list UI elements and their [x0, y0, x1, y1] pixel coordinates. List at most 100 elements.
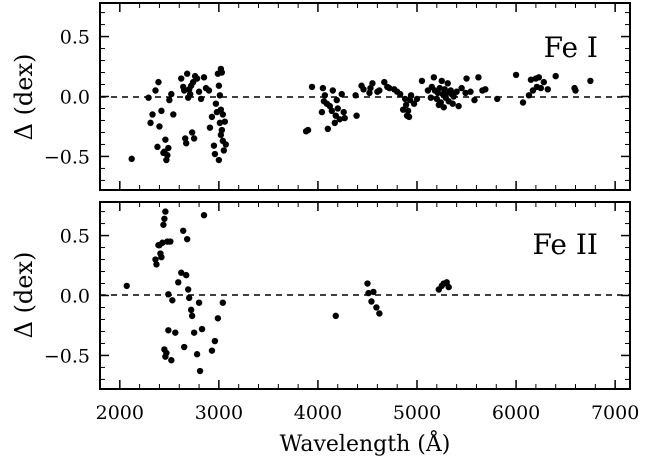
- panel-fe-i: Fe I Δ (dex) 0.5 0.0 −0.5: [10, 2, 631, 191]
- data-point: [205, 87, 213, 94]
- data-point: [211, 337, 219, 345]
- data-point: [399, 106, 407, 113]
- data-point: [149, 111, 156, 118]
- data-point: [365, 289, 372, 297]
- data-point: [376, 87, 383, 94]
- data-point: [437, 99, 444, 106]
- y-tick-label: −0.5: [44, 345, 90, 367]
- data-point: [123, 282, 130, 290]
- data-point: [540, 78, 548, 86]
- data-point: [160, 221, 167, 228]
- data-point: [178, 269, 185, 276]
- data-point: [182, 271, 190, 279]
- data-point: [445, 283, 452, 291]
- data-point: [537, 84, 545, 92]
- data-point: [449, 100, 456, 107]
- data-point: [438, 77, 445, 85]
- data-point: [215, 156, 223, 164]
- data-point: [166, 96, 173, 104]
- data-point: [153, 261, 160, 268]
- ticks: 0.5 0.0 −0.5: [44, 3, 630, 190]
- data-point: [222, 141, 230, 148]
- panel-label: Fe II: [533, 228, 599, 261]
- data-point: [333, 96, 340, 104]
- data-point: [341, 114, 348, 122]
- data-point: [128, 155, 135, 163]
- data-point: [324, 125, 332, 133]
- data-point: [340, 108, 347, 116]
- data-point: [368, 298, 375, 305]
- data-point: [186, 90, 194, 98]
- data-point: [418, 77, 426, 85]
- data-point: [154, 143, 161, 151]
- data-point: [159, 239, 166, 246]
- x-tick-label: 7000: [591, 402, 639, 424]
- data-point: [163, 349, 170, 357]
- data-point: [367, 84, 374, 92]
- data-point: [183, 70, 191, 77]
- data-point: [221, 118, 229, 125]
- data-point: [218, 69, 226, 76]
- data-point: [413, 95, 421, 103]
- data-point: [332, 312, 339, 320]
- data-point: [334, 105, 341, 112]
- data-point: [366, 89, 373, 97]
- data-points: [128, 65, 594, 164]
- data-point: [185, 294, 193, 302]
- data-point: [430, 74, 438, 81]
- ticks: 0.5 0.0 −0.5 2000 3000 4000 5000 6000 7000: [44, 202, 639, 424]
- data-point: [386, 84, 393, 92]
- data-point: [482, 86, 489, 93]
- data-point: [152, 87, 159, 94]
- data-point: [401, 95, 409, 103]
- data-point: [208, 113, 216, 121]
- data-point: [544, 86, 551, 93]
- data-point: [436, 84, 443, 92]
- data-point: [475, 74, 482, 81]
- data-point: [381, 78, 388, 86]
- data-point: [212, 100, 220, 107]
- data-point: [402, 101, 410, 109]
- data-point: [182, 140, 190, 147]
- y-tick-label: 0.0: [60, 87, 90, 109]
- data-point: [198, 325, 206, 333]
- data-point: [181, 343, 188, 351]
- data-point: [188, 312, 196, 320]
- x-tick-label: 6000: [492, 402, 540, 424]
- data-points: [123, 208, 452, 375]
- data-point: [376, 310, 383, 317]
- data-point: [552, 72, 559, 80]
- data-point: [175, 279, 182, 286]
- data-point: [161, 215, 168, 222]
- y-axis-label: Δ (dex): [10, 252, 38, 339]
- data-point: [373, 304, 380, 311]
- data-point: [370, 288, 377, 296]
- data-point: [193, 351, 201, 358]
- data-point: [158, 107, 165, 115]
- data-point: [178, 75, 185, 82]
- data-point: [410, 100, 418, 107]
- x-axis-label: Wavelength (Å): [280, 429, 451, 457]
- data-point: [210, 142, 218, 149]
- data-point: [215, 82, 223, 89]
- data-point: [190, 135, 198, 142]
- data-point: [164, 152, 171, 159]
- data-point: [214, 315, 222, 322]
- data-point: [453, 88, 460, 95]
- y-tick-label: 0.0: [60, 286, 90, 308]
- data-point: [455, 102, 462, 110]
- data-point: [369, 80, 376, 87]
- data-point: [163, 156, 170, 164]
- data-point: [165, 144, 172, 152]
- data-point: [165, 291, 172, 298]
- x-tick-label: 4000: [294, 402, 342, 424]
- data-point: [458, 84, 465, 92]
- data-point: [308, 83, 316, 91]
- data-point: [519, 99, 527, 106]
- data-point: [353, 112, 360, 119]
- data-point: [196, 367, 204, 375]
- data-point: [155, 78, 162, 86]
- data-point: [404, 107, 412, 115]
- data-point: [471, 96, 478, 104]
- data-point: [364, 280, 371, 287]
